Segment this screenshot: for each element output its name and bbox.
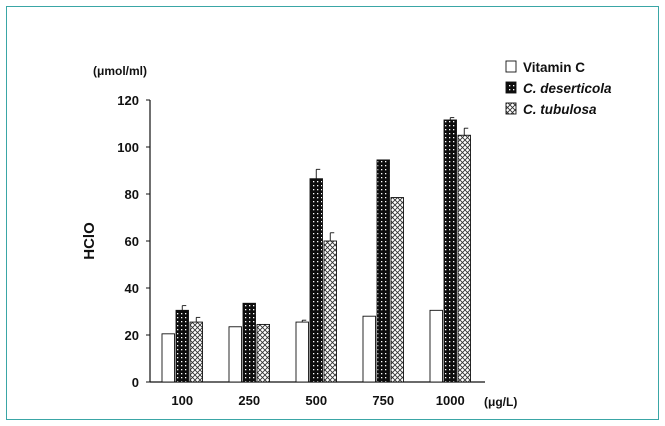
y-tick-label: 40 [125,281,139,296]
y-tick-label: 0 [132,375,139,390]
x-tick-label: 250 [238,393,260,408]
y-tick-label: 120 [117,93,139,108]
bar [443,119,457,383]
x-tick-label: 1000 [436,393,465,408]
legend-label: C. tubulosa [523,102,597,117]
bar [175,309,189,383]
y-tick-label: 80 [125,187,139,202]
y-tick-label: 100 [117,140,139,155]
bar [457,134,471,383]
legend: Vitamin C C. deserticola C. tubulosa [505,60,612,117]
legend-label: C. deserticola [523,81,612,96]
y-unit-label: (μmol/ml) [93,64,147,78]
legend-swatch [505,60,517,73]
x-ticks: 100 250 500 750 1000 [171,393,464,408]
bar [323,240,337,383]
legend-label: Vitamin C [523,60,585,75]
bar [161,333,175,383]
legend-swatch [505,81,517,94]
bar [390,197,404,383]
bar [362,315,376,383]
x-tick-label: 100 [171,393,193,408]
bar [228,326,242,383]
bar [242,302,256,383]
bar [189,321,203,383]
bar [256,323,270,383]
x-tick-label: 750 [372,393,394,408]
y-tick-label: 20 [125,328,139,343]
bar [309,178,323,383]
x-tick-label: 500 [305,393,327,408]
bar [429,309,443,383]
bars [161,117,471,383]
y-axis-title: HClO [81,222,98,260]
bar [376,159,390,383]
x-unit-label: (μg/L) [484,395,517,409]
bar [295,321,309,383]
legend-swatch [505,102,517,115]
y-tick-label: 60 [125,234,139,249]
y-ticks: 0 20 40 60 80 100 120 [117,93,150,390]
